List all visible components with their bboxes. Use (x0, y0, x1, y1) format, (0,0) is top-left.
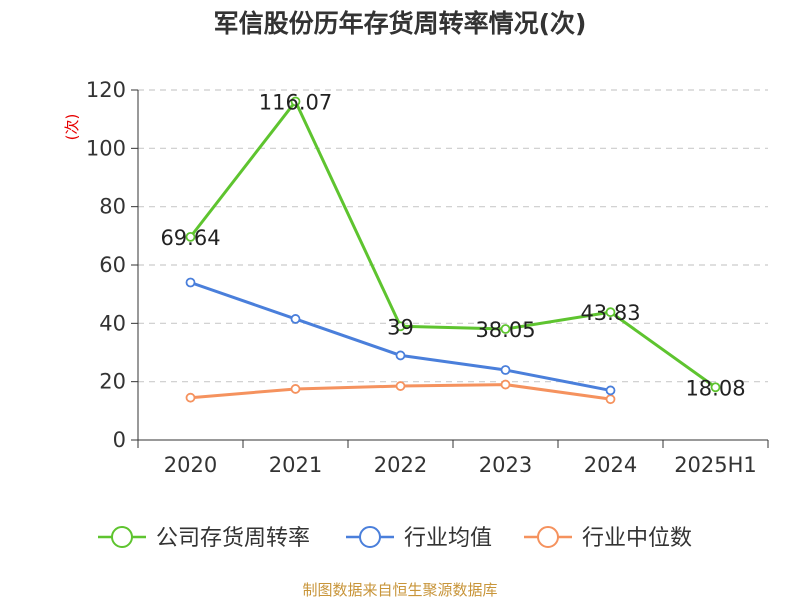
data-labels: 69.64 116.07 39 38.05 43.83 18.08 (160, 90, 745, 400)
legend-label: 行业中位数 (582, 526, 692, 551)
data-point (185, 231, 196, 242)
y-tick-label: 120 (86, 78, 126, 102)
data-point (395, 381, 406, 391)
axes: 0 20 40 60 80 100 120 2020 2021 2022 2023 2024 2025H… (86, 78, 769, 477)
data-point (500, 324, 511, 334)
data-point (185, 277, 196, 288)
x-tick-label: 2022 (374, 453, 427, 477)
grid-lines (138, 89, 768, 383)
y-tick-label: 20 (99, 370, 126, 394)
data-point (290, 314, 301, 324)
data-label: 38.05 (475, 318, 535, 342)
x-tick-label: 2021 (269, 453, 322, 477)
y-tick-label: 80 (99, 195, 126, 219)
data-point (605, 307, 616, 318)
data-point (395, 321, 406, 332)
data-point (605, 385, 616, 396)
source-note: 制图数据来自恒生聚源数据库 (302, 581, 497, 599)
legend-label: 公司存货周转率 (156, 526, 310, 551)
data-point (500, 365, 511, 375)
data-label: 116.07 (259, 90, 332, 114)
data-point (395, 350, 406, 361)
legend: 公司存货周转率 行业均值 行业中位数 (98, 526, 692, 551)
data-point (185, 392, 196, 403)
data-point (290, 384, 301, 394)
data-point (290, 96, 301, 107)
x-tick-label: 2024 (584, 453, 637, 477)
y-tick-label: 100 (86, 136, 126, 160)
data-label: 18.08 (685, 376, 745, 400)
data-point (710, 382, 721, 393)
y-axis-label: (次) (63, 114, 81, 141)
y-tick-label: 0 (113, 428, 126, 452)
data-label: 39 (387, 315, 414, 339)
y-tick-label: 60 (99, 253, 126, 277)
legend-swatch-marker (111, 526, 133, 548)
data-point (500, 379, 511, 390)
legend-label: 行业均值 (404, 526, 492, 551)
chart-title: 军信股份历年存货周转率情况(次) (214, 9, 587, 38)
x-tick-label: 2020 (164, 453, 217, 477)
x-tick-label: 2025H1 (674, 453, 757, 477)
x-tick-label: 2023 (479, 453, 532, 477)
data-label: 69.64 (160, 226, 220, 250)
series-line (189, 99, 717, 389)
data-label: 43.83 (580, 301, 640, 325)
legend-swatch-marker (359, 526, 381, 548)
data-point (605, 394, 616, 405)
y-tick-label: 40 (99, 311, 126, 335)
series-lines (185, 96, 721, 405)
legend-swatch-marker (537, 526, 559, 548)
